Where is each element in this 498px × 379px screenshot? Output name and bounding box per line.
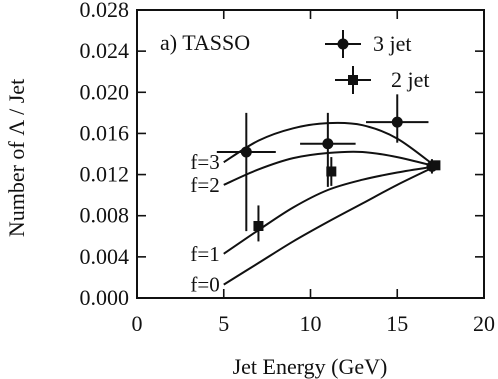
point-2-jet [430, 160, 441, 171]
legend: 3 jet 2 jet [325, 30, 430, 94]
legend-entry-3-jet: 3 jet [325, 30, 412, 58]
y-tick-label: 0.028 [80, 0, 130, 22]
y-tick-label: 0.016 [80, 120, 130, 145]
y-tick-label: 0.004 [80, 244, 130, 269]
data-points [216, 94, 441, 242]
y-tick-label: 0.020 [80, 79, 130, 104]
curve-label-f-1: f=1 [190, 242, 219, 266]
curve-label-f-3: f=3 [190, 150, 219, 174]
x-tick-label: 5 [218, 311, 229, 336]
legend-label-2-jet: 2 jet [391, 67, 430, 92]
point-3-jet [216, 112, 276, 232]
x-tick-label: 20 [473, 311, 495, 336]
curve-f-1 [223, 165, 436, 255]
x-tick-label: 0 [132, 311, 143, 336]
model-curves: f=3f=2 f=1 f=0 [190, 121, 437, 297]
legend-label-3-jet: 3 jet [373, 31, 412, 56]
curve-label-f-0: f=0 [190, 273, 219, 297]
point-2-jet [253, 205, 264, 242]
curve-label-f-2: f=2 [190, 173, 219, 197]
curve-f-0 [223, 165, 436, 286]
point-2-jet [326, 157, 337, 186]
y-tick-label: 0.012 [80, 162, 130, 187]
x-tick-label: 15 [386, 311, 408, 336]
y-tick-label: 0.008 [80, 203, 130, 228]
y-tick-label: 0.024 [80, 38, 130, 63]
panel-label: a) TASSO [160, 30, 250, 55]
x-tick-label: 10 [300, 311, 322, 336]
x-axis-label: Jet Energy (GeV) [233, 354, 388, 379]
legend-entry-2-jet: 2 jet [335, 66, 430, 94]
point-3-jet [366, 94, 429, 143]
y-tick-label: 0.000 [80, 285, 130, 310]
y-axis-label: Number of Λ / Jet [4, 79, 29, 237]
axis-ticks: 0 5 10 15 20 0.000 0.004 0.008 0.012 0.016 0.020 0.… [80, 0, 496, 336]
